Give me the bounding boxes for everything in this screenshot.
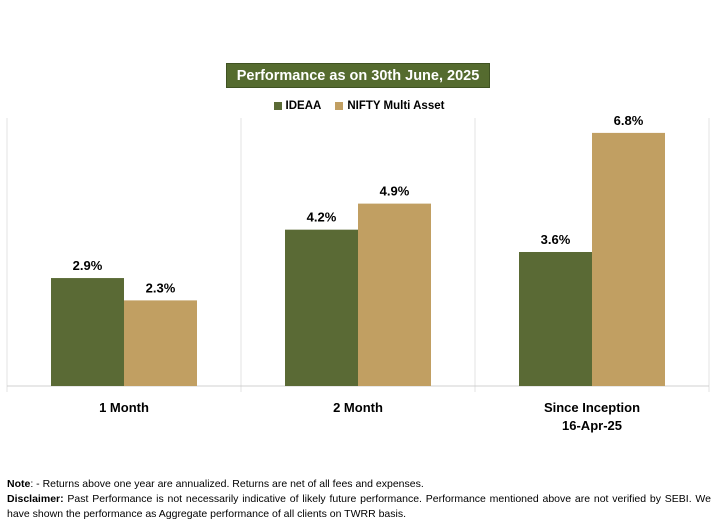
data-label: 2.9% (73, 258, 103, 273)
data-label: 4.9% (380, 184, 410, 199)
legend-label-nifty: NIFTY Multi Asset (347, 100, 445, 112)
bar-ideaa (51, 278, 124, 386)
legend-item-nifty: NIFTY Multi Asset (335, 100, 444, 112)
note-line: Note: - Returns above one year are annua… (7, 477, 711, 492)
bar-chart: 2.9% 2.3% 1 Month 4.2% 4.9% 2 Month 3.6% 6.8% Si… (6, 113, 710, 433)
bar-nifty (592, 132, 665, 386)
disclaimer-line: Disclaimer: Past Performance is not nece… (7, 492, 711, 522)
legend-item-ideaa: IDEAA (273, 100, 322, 112)
bar-nifty (124, 300, 197, 386)
data-label: 4.2% (307, 210, 337, 225)
legend-swatch-ideaa (273, 102, 282, 110)
data-label: 6.8% (614, 113, 644, 128)
data-label: 3.6% (541, 232, 571, 247)
footnotes: Note: - Returns above one year are annua… (7, 477, 711, 522)
bar-ideaa (519, 252, 592, 386)
disclaimer-label: Disclaimer: (7, 493, 64, 505)
chart-legend: IDEAA NIFTY Multi Asset (0, 98, 718, 114)
x-tick-label: 1 Month (99, 400, 149, 415)
legend-label-ideaa: IDEAA (285, 100, 322, 112)
bar-ideaa (285, 229, 358, 386)
legend-swatch-nifty (335, 102, 344, 110)
x-tick-label: 2 Month (333, 400, 383, 415)
note-text: : - Returns above one year are annualize… (30, 478, 424, 490)
bar-nifty (358, 203, 431, 386)
disclaimer-text: Past Performance is not necessarily indi… (7, 493, 711, 520)
x-tick-label: Since Inception (544, 400, 640, 415)
chart-title: Performance as on 30th June, 2025 (226, 63, 490, 88)
note-label: Note (7, 478, 31, 490)
data-label: 2.3% (146, 280, 176, 295)
x-tick-label: 16-Apr-25 (562, 418, 622, 433)
